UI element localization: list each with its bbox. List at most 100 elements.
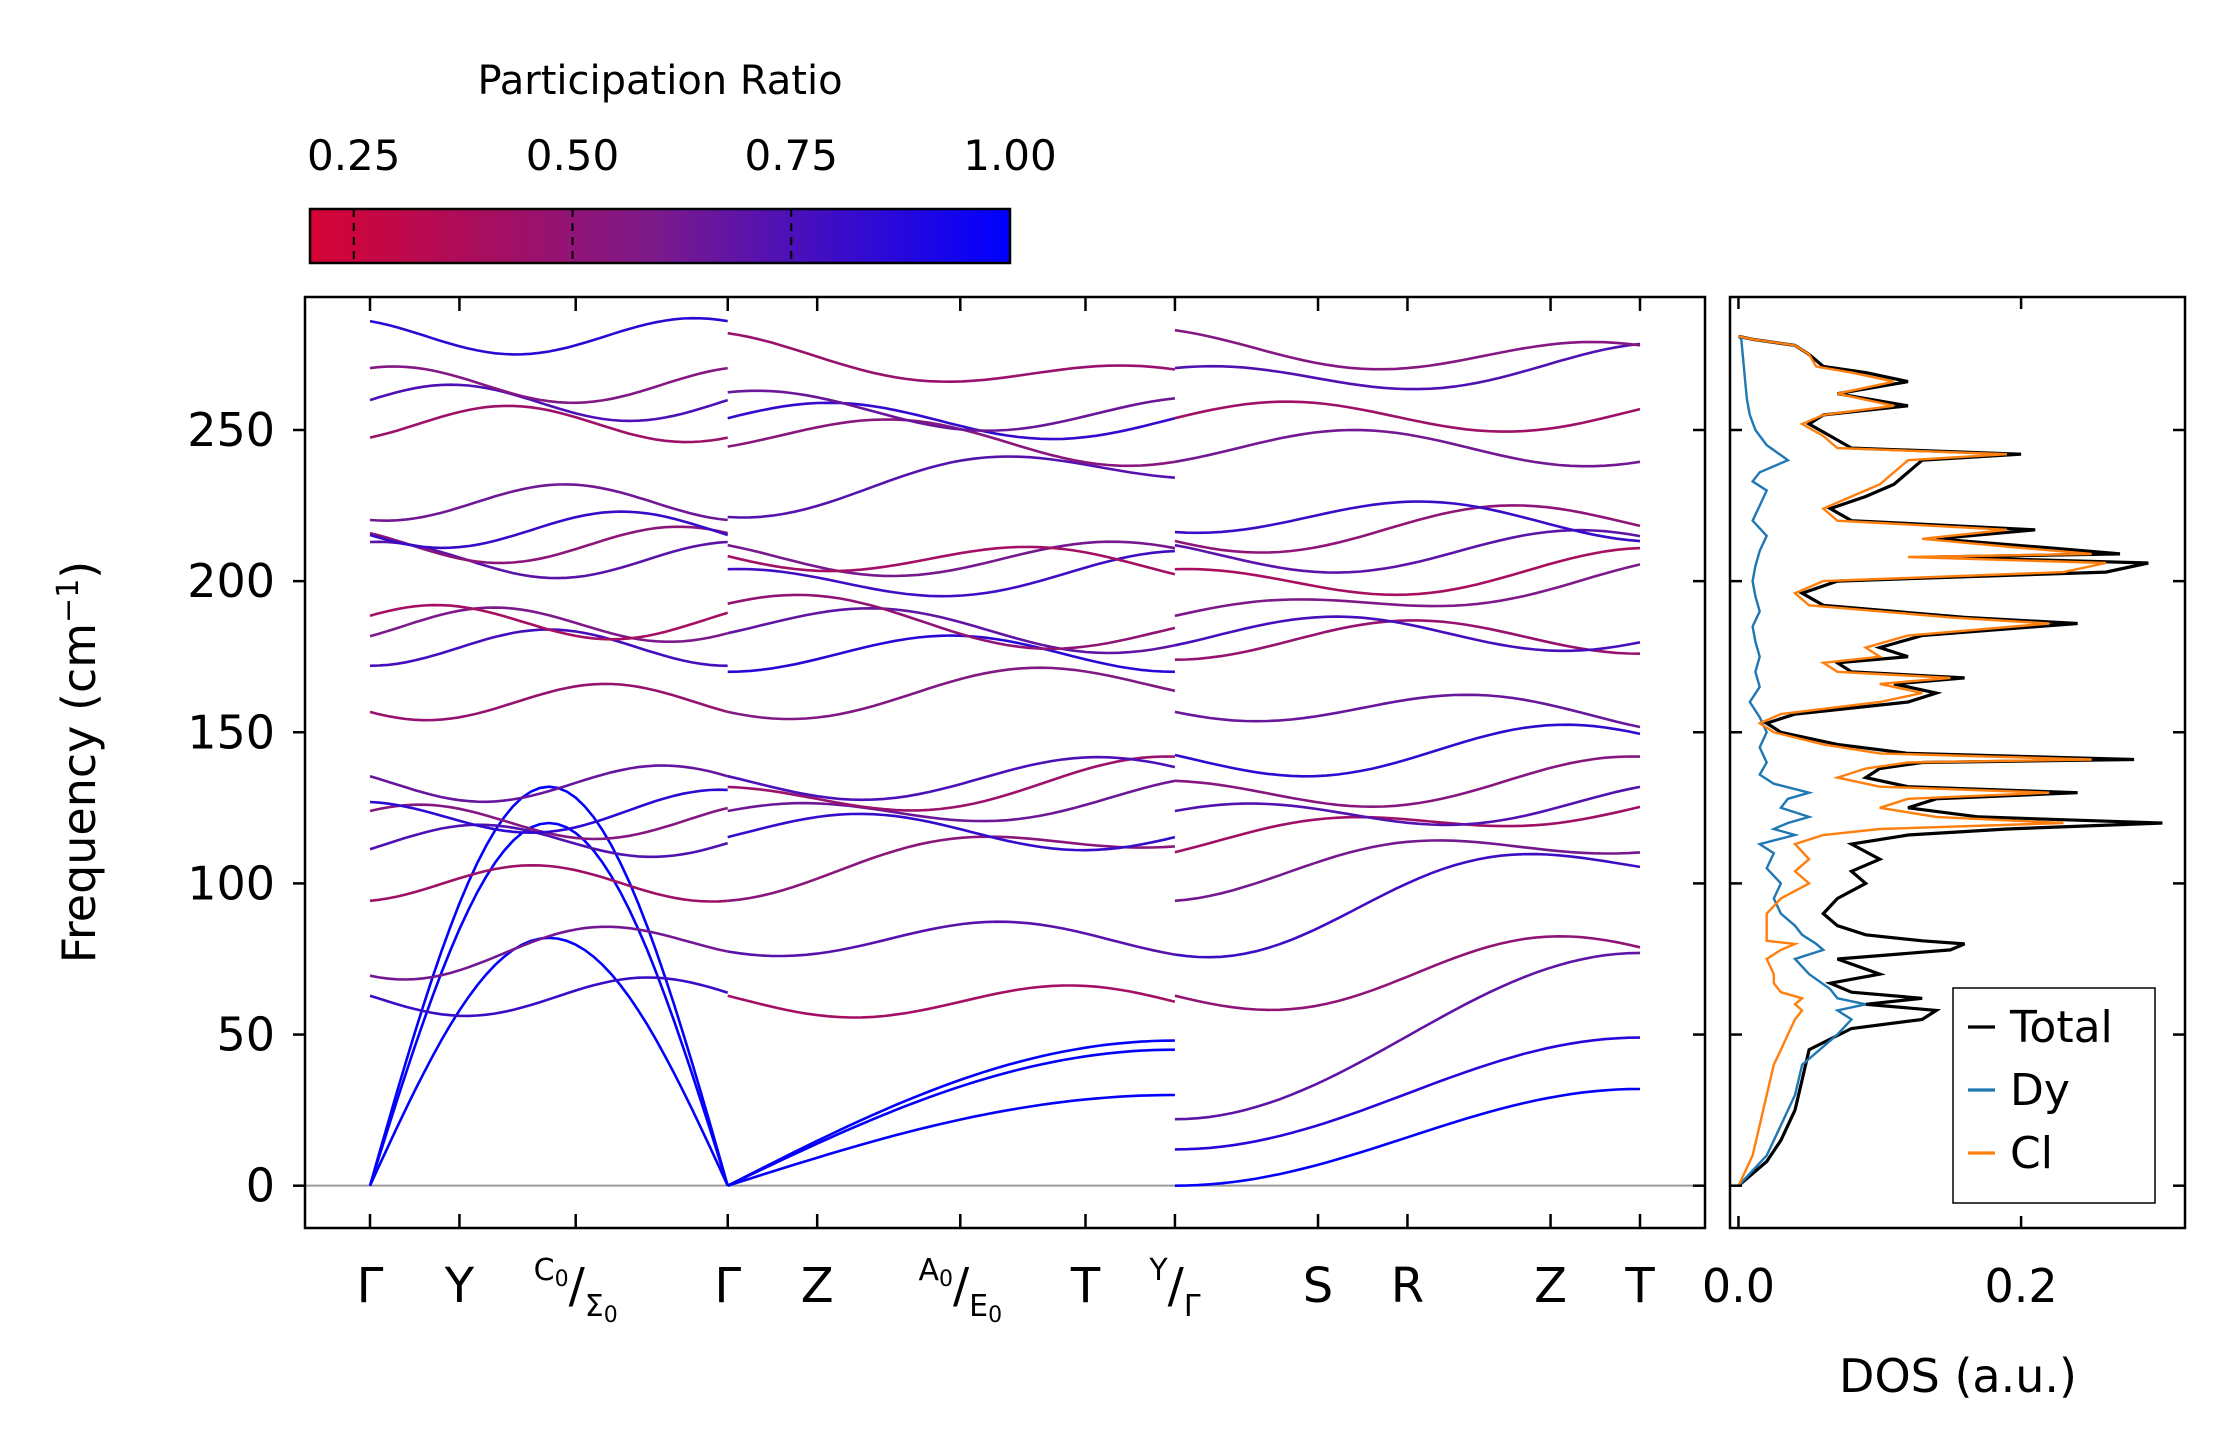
phonon-band [727,549,1175,598]
phonon-band [369,316,728,356]
phonon-band [1174,693,1641,729]
phonon-band [1174,755,1641,809]
colorbar-bar [308,207,1012,265]
colorbar-ticks: 0.25 0.50 0.75 1.00 [307,131,1057,263]
kpoint-label-sup: C [534,1253,555,1288]
dos-series-cl [1737,335,2107,1187]
kpoint-label: A0/E0 [918,1253,1002,1328]
colorbar: Participation Ratio 0.25 0.50 0.75 1.00 [307,58,1057,265]
kpoint-label-sup-sub: 0 [555,1267,569,1292]
kpoint-label-sub: Σ [585,1289,604,1324]
kpoint-label-sup: A [918,1253,939,1288]
dos-series-dy [1737,335,1866,1187]
phonon-band [1174,839,1641,903]
phonon-band [368,936,729,1187]
phonon-band [1174,528,1641,574]
phonon-band [727,418,1176,468]
phonon-band [727,984,1176,1019]
phonon-band [1174,615,1641,653]
phonon-band [1174,500,1641,543]
kpoint-label: S [1303,1258,1333,1314]
phonon-band [1174,563,1641,618]
legend-box [1952,987,2156,1204]
dos-lines [1737,334,2163,1187]
dos-axis-label: DOS (a.u.) [1839,1349,2077,1403]
phonon-band [1174,723,1641,778]
y-tick-label: 100 [187,856,275,910]
phonon-band [369,404,728,444]
y-tick-label: 0 [246,1159,275,1213]
colorbar-tick-label: 0.75 [744,131,838,180]
phonon-band [727,455,1176,519]
phonon-band [727,812,1176,852]
phonon-band [1174,1087,1641,1187]
phonon-band [1174,1036,1641,1151]
kpoint-label-main: / [953,1258,970,1314]
phonon-band [727,593,1176,651]
phonon-band [1174,785,1641,827]
phonon-band [727,1048,1175,1187]
kpoint-label-sup-sub: 0 [939,1267,953,1292]
y-tick-label: 250 [187,403,275,457]
phonon-band [369,483,728,523]
phonon-band [369,365,728,405]
phonon-band [368,821,729,1187]
y-tick-label: 200 [187,554,275,608]
phonon-band [368,785,729,1187]
dos-panel: 0.0 0.2 DOS (a.u.) Total Dy Cl [1702,295,2187,1403]
colorbar-tick-label: 0.25 [307,131,401,180]
phonon-band [1174,342,1641,391]
kpoint-label: T [1070,1258,1101,1314]
kpoint-label-sub: Γ [1184,1289,1201,1324]
legend-label: Cl [2010,1128,2053,1179]
phonon-band [369,823,729,859]
band-lines [368,316,1641,1187]
kpoint-label: R [1391,1258,1424,1314]
phonon-band [727,540,1176,578]
phonon-band [727,755,1176,802]
phonon-band [369,682,729,722]
phonon-band [369,540,728,580]
phonon-band [727,779,1176,823]
phonon-band [1174,400,1641,433]
ylabel-close: ) [52,561,106,579]
y-tick-label: 50 [216,1008,275,1062]
phonon-band [369,803,729,841]
phonon-band [1174,805,1641,854]
phonon-band [369,510,729,550]
ylabel-main: Frequency (cm [52,623,106,963]
kpoint-label: Γ [714,1258,741,1314]
kpoint-label: Z [801,1258,834,1314]
dos-x-ticks: 0.0 0.2 [1702,297,2058,1313]
phonon-band [727,389,1176,433]
kpoint-label-sub: E [969,1289,988,1324]
dos-y-ticks [1730,428,2185,1187]
phonon-band [727,666,1176,721]
phonon-band [1174,934,1641,1012]
legend-items: Total Dy Cl [1968,1002,2113,1179]
kpoint-label: Z [1534,1258,1567,1314]
dos-x-tick-label: 0.2 [1985,1259,2058,1313]
kpoint-ticks: Γ Y C0/Σ0Γ Z A0/E0T Y/Γ S R Z T [357,297,1655,1328]
kpoint-label: Y/Γ [1148,1253,1201,1324]
phonon-band [727,606,1176,655]
phonon-band [727,401,1176,441]
phonon-band [1174,328,1641,371]
phonon-band [369,525,728,565]
phonon-band [369,606,729,643]
kpoint-label: T [1624,1258,1655,1314]
phonon-band [727,755,1175,812]
phonon-band [369,764,729,804]
phonon-band [727,1039,1175,1187]
ylabel-sup: −1 [51,579,86,623]
kpoint-label-main: / [1168,1258,1185,1314]
phonon-band [369,603,729,641]
phonon-band [1174,951,1641,1121]
phonon-band [369,863,728,903]
phonon-band [1174,546,1641,597]
phonon-band [1174,428,1641,468]
kpoint-label: Γ [357,1258,384,1314]
y-tick-label: 150 [187,705,275,759]
